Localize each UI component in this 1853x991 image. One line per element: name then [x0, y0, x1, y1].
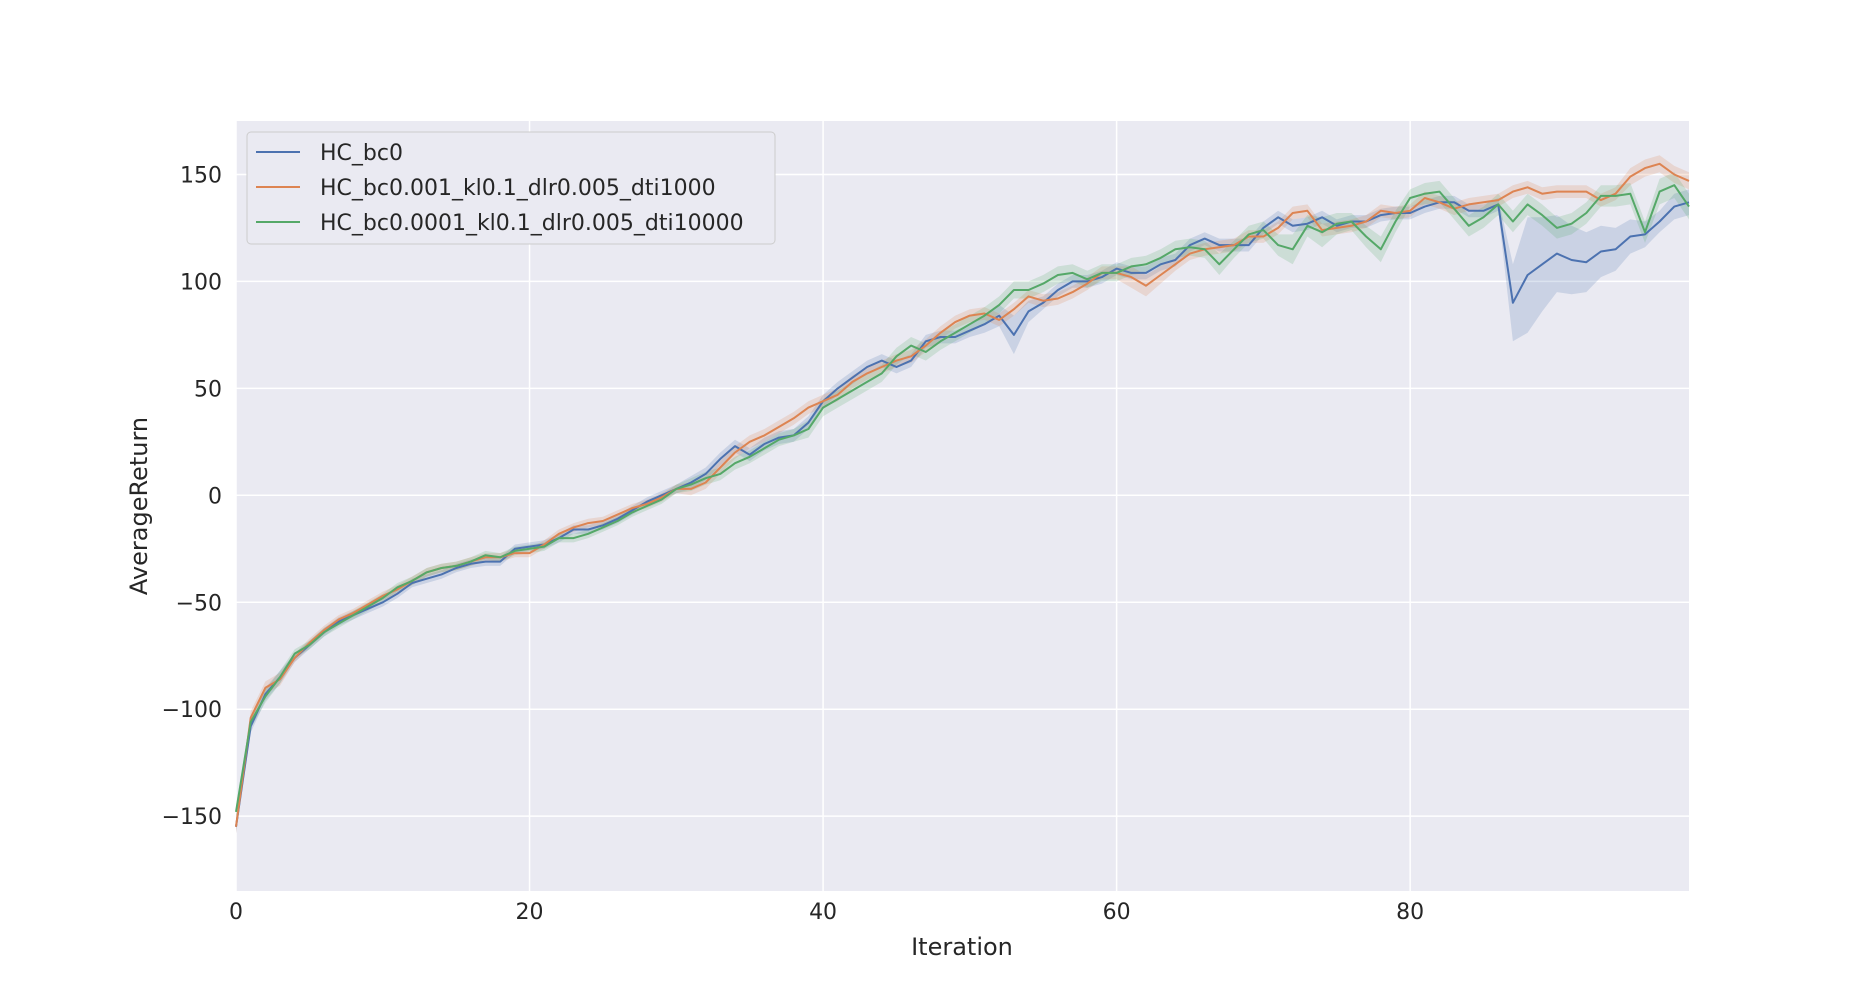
- legend-entry-label: HC_bc0: [320, 141, 403, 166]
- x-tick-label: 20: [516, 900, 544, 925]
- grid: [235, 121, 1689, 891]
- x-tick-label: 40: [809, 900, 837, 925]
- confidence-bands: [236, 155, 1689, 834]
- y-axis-label: AverageReturn: [125, 417, 153, 595]
- y-tick-label: −150: [162, 805, 222, 830]
- x-tick-label: 0: [229, 900, 243, 925]
- x-tick-label: 80: [1396, 900, 1424, 925]
- series-line-1: [235, 201, 1690, 827]
- y-tick-label: 0: [208, 484, 222, 509]
- y-tick-label: 50: [194, 377, 222, 402]
- y-tick-label: 150: [180, 163, 222, 188]
- plot-background: [236, 121, 1689, 891]
- y-tick-label: −100: [162, 698, 222, 723]
- legend-box: [246, 131, 776, 245]
- legend-entry-label: HC_bc0.0001_kl0.1_dlr0.005_dti10000: [320, 211, 744, 236]
- series-line-3: [235, 184, 1690, 813]
- x-tick-label: 60: [1103, 900, 1131, 925]
- x-axis-label: Iteration: [911, 933, 1013, 961]
- series-lines: [235, 162, 1690, 827]
- legend-entry-label: HC_bc0.001_kl0.1_dlr0.005_dti1000: [320, 176, 716, 201]
- y-tick-label: −50: [176, 591, 222, 616]
- legend: HC_bc0 HC_bc0.001_kl0.1_dlr0.005_dti1000 H…: [246, 131, 776, 245]
- y-tick-label: 100: [180, 270, 222, 295]
- y-axis-ticks: −150 −100 −50 0 50 100 150: [162, 163, 222, 830]
- x-axis-ticks: 0 20 40 60 80: [229, 900, 1424, 925]
- confidence-band-series-1: [236, 189, 1689, 834]
